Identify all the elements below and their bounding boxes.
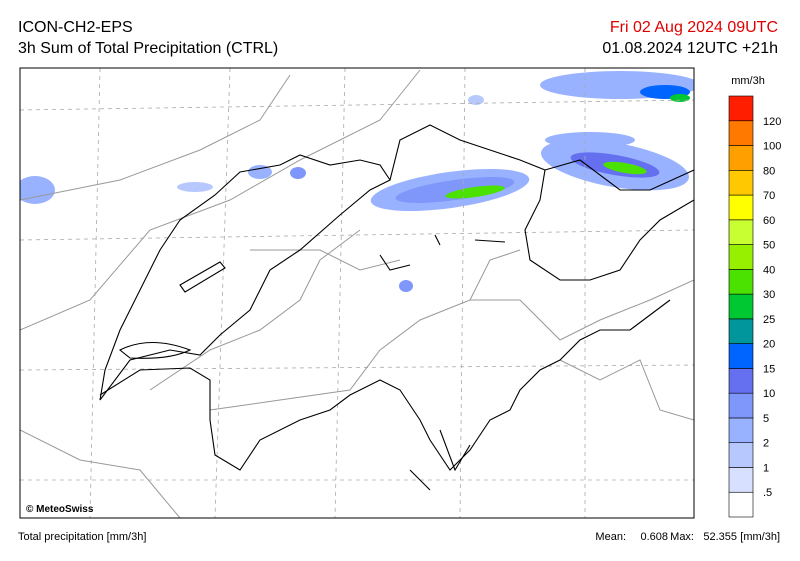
colorbar-label: 60 bbox=[763, 215, 775, 227]
colorbar-box bbox=[728, 417, 754, 444]
colorbar-box bbox=[728, 269, 754, 295]
product-title: 3h Sum of Total Precipitation (CTRL) bbox=[18, 40, 278, 57]
footer-description: Total precipitation [mm/3h] bbox=[18, 531, 146, 543]
colorbar-label: 80 bbox=[763, 165, 775, 177]
colorbar-label: 20 bbox=[763, 339, 775, 351]
colorbar-label: 25 bbox=[763, 314, 775, 326]
colorbar-box bbox=[728, 318, 754, 344]
colorbar-box bbox=[728, 343, 754, 369]
footer-unit: [mm/3h] bbox=[740, 531, 780, 543]
colorbar-box bbox=[728, 169, 754, 196]
colorbar-box bbox=[728, 120, 754, 146]
mean-value: 0.608 bbox=[640, 531, 668, 543]
colorbar-box bbox=[728, 442, 754, 468]
colorbar-box bbox=[728, 95, 754, 122]
colorbar-label: 40 bbox=[763, 264, 775, 276]
regions bbox=[20, 69, 694, 518]
precipitation bbox=[20, 71, 694, 292]
colorbar-box bbox=[728, 368, 754, 394]
colorbar-box bbox=[728, 244, 754, 270]
map-credit: © MeteoSwiss bbox=[26, 504, 94, 515]
colorbar-box bbox=[728, 145, 754, 171]
colorbar-box bbox=[728, 293, 754, 320]
map-frame bbox=[19, 67, 695, 519]
colorbar-label: 30 bbox=[763, 289, 775, 301]
colorbar-box bbox=[728, 392, 754, 419]
mean-label: Mean: bbox=[595, 531, 626, 543]
colorbar-box bbox=[728, 219, 754, 245]
colorbar-label: 5 bbox=[763, 413, 769, 425]
model-title: ICON-CH2-EPS bbox=[18, 19, 133, 36]
colorbar-label: 100 bbox=[763, 141, 781, 153]
colorbar-label: 2 bbox=[763, 438, 769, 450]
colorbar-box bbox=[728, 467, 754, 493]
colorbar-box bbox=[728, 194, 754, 221]
colorbar-label: 1 bbox=[763, 462, 769, 474]
colorbar-label: 15 bbox=[763, 363, 775, 375]
map: © MeteoSwiss bbox=[19, 67, 695, 519]
valid-time: Fri 02 Aug 2024 09UTC bbox=[610, 19, 778, 36]
colorbar-label: .5 bbox=[763, 487, 772, 499]
max-value: 52.355 bbox=[703, 531, 737, 543]
colorbar-box bbox=[728, 491, 754, 518]
graticule bbox=[20, 68, 694, 518]
colorbar-label: 50 bbox=[763, 240, 775, 252]
colorbar-unit: mm/3h bbox=[731, 75, 765, 87]
borders bbox=[99, 124, 694, 491]
colorbar-label: 70 bbox=[763, 190, 775, 202]
colorbar-label: 120 bbox=[763, 116, 781, 128]
run-time: 01.08.2024 12UTC +21h bbox=[602, 40, 778, 57]
colorbar-label: 10 bbox=[763, 388, 775, 400]
max-label: Max: bbox=[670, 531, 694, 543]
